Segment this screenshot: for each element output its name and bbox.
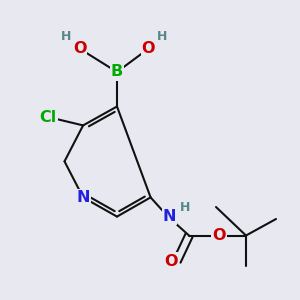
Text: O: O xyxy=(73,41,86,56)
Text: H: H xyxy=(157,30,167,43)
Text: O: O xyxy=(164,254,178,268)
Text: O: O xyxy=(212,228,226,243)
Text: B: B xyxy=(111,64,123,80)
Text: N: N xyxy=(163,209,176,224)
Text: Cl: Cl xyxy=(39,110,57,124)
Text: O: O xyxy=(142,41,155,56)
Text: H: H xyxy=(61,30,71,43)
Text: H: H xyxy=(180,201,190,214)
Text: N: N xyxy=(76,190,90,205)
